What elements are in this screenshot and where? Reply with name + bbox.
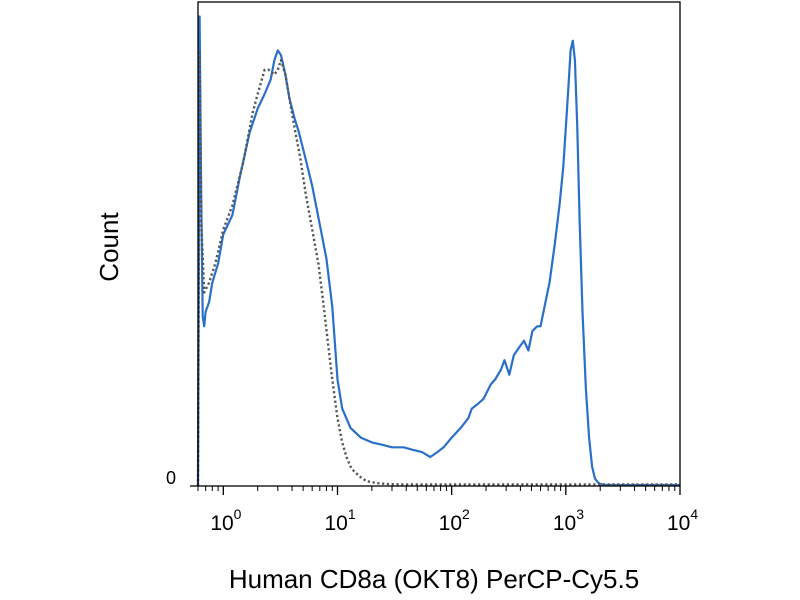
x-tick-label-2: 101 — [324, 506, 355, 535]
y-axis-label: Count — [94, 212, 124, 282]
x-tick-label-4: 103 — [553, 506, 584, 535]
histogram-line-2 — [196, 49, 680, 487]
x-tick-label-3: 102 — [439, 506, 470, 535]
histogram-line-1 — [196, 15, 680, 487]
tick-layer: 100 101 102 103 104 0 — [166, 468, 698, 535]
plot-frame — [197, 1, 681, 487]
x-tick-label-5: 104 — [667, 506, 698, 535]
series-layer — [196, 15, 680, 487]
x-tick-label-1: 100 — [210, 506, 241, 535]
y-tick-label-1: 0 — [166, 468, 176, 488]
x-axis-label: Human CD8a (OKT8) PerCP-Cy5.5 — [229, 564, 639, 594]
